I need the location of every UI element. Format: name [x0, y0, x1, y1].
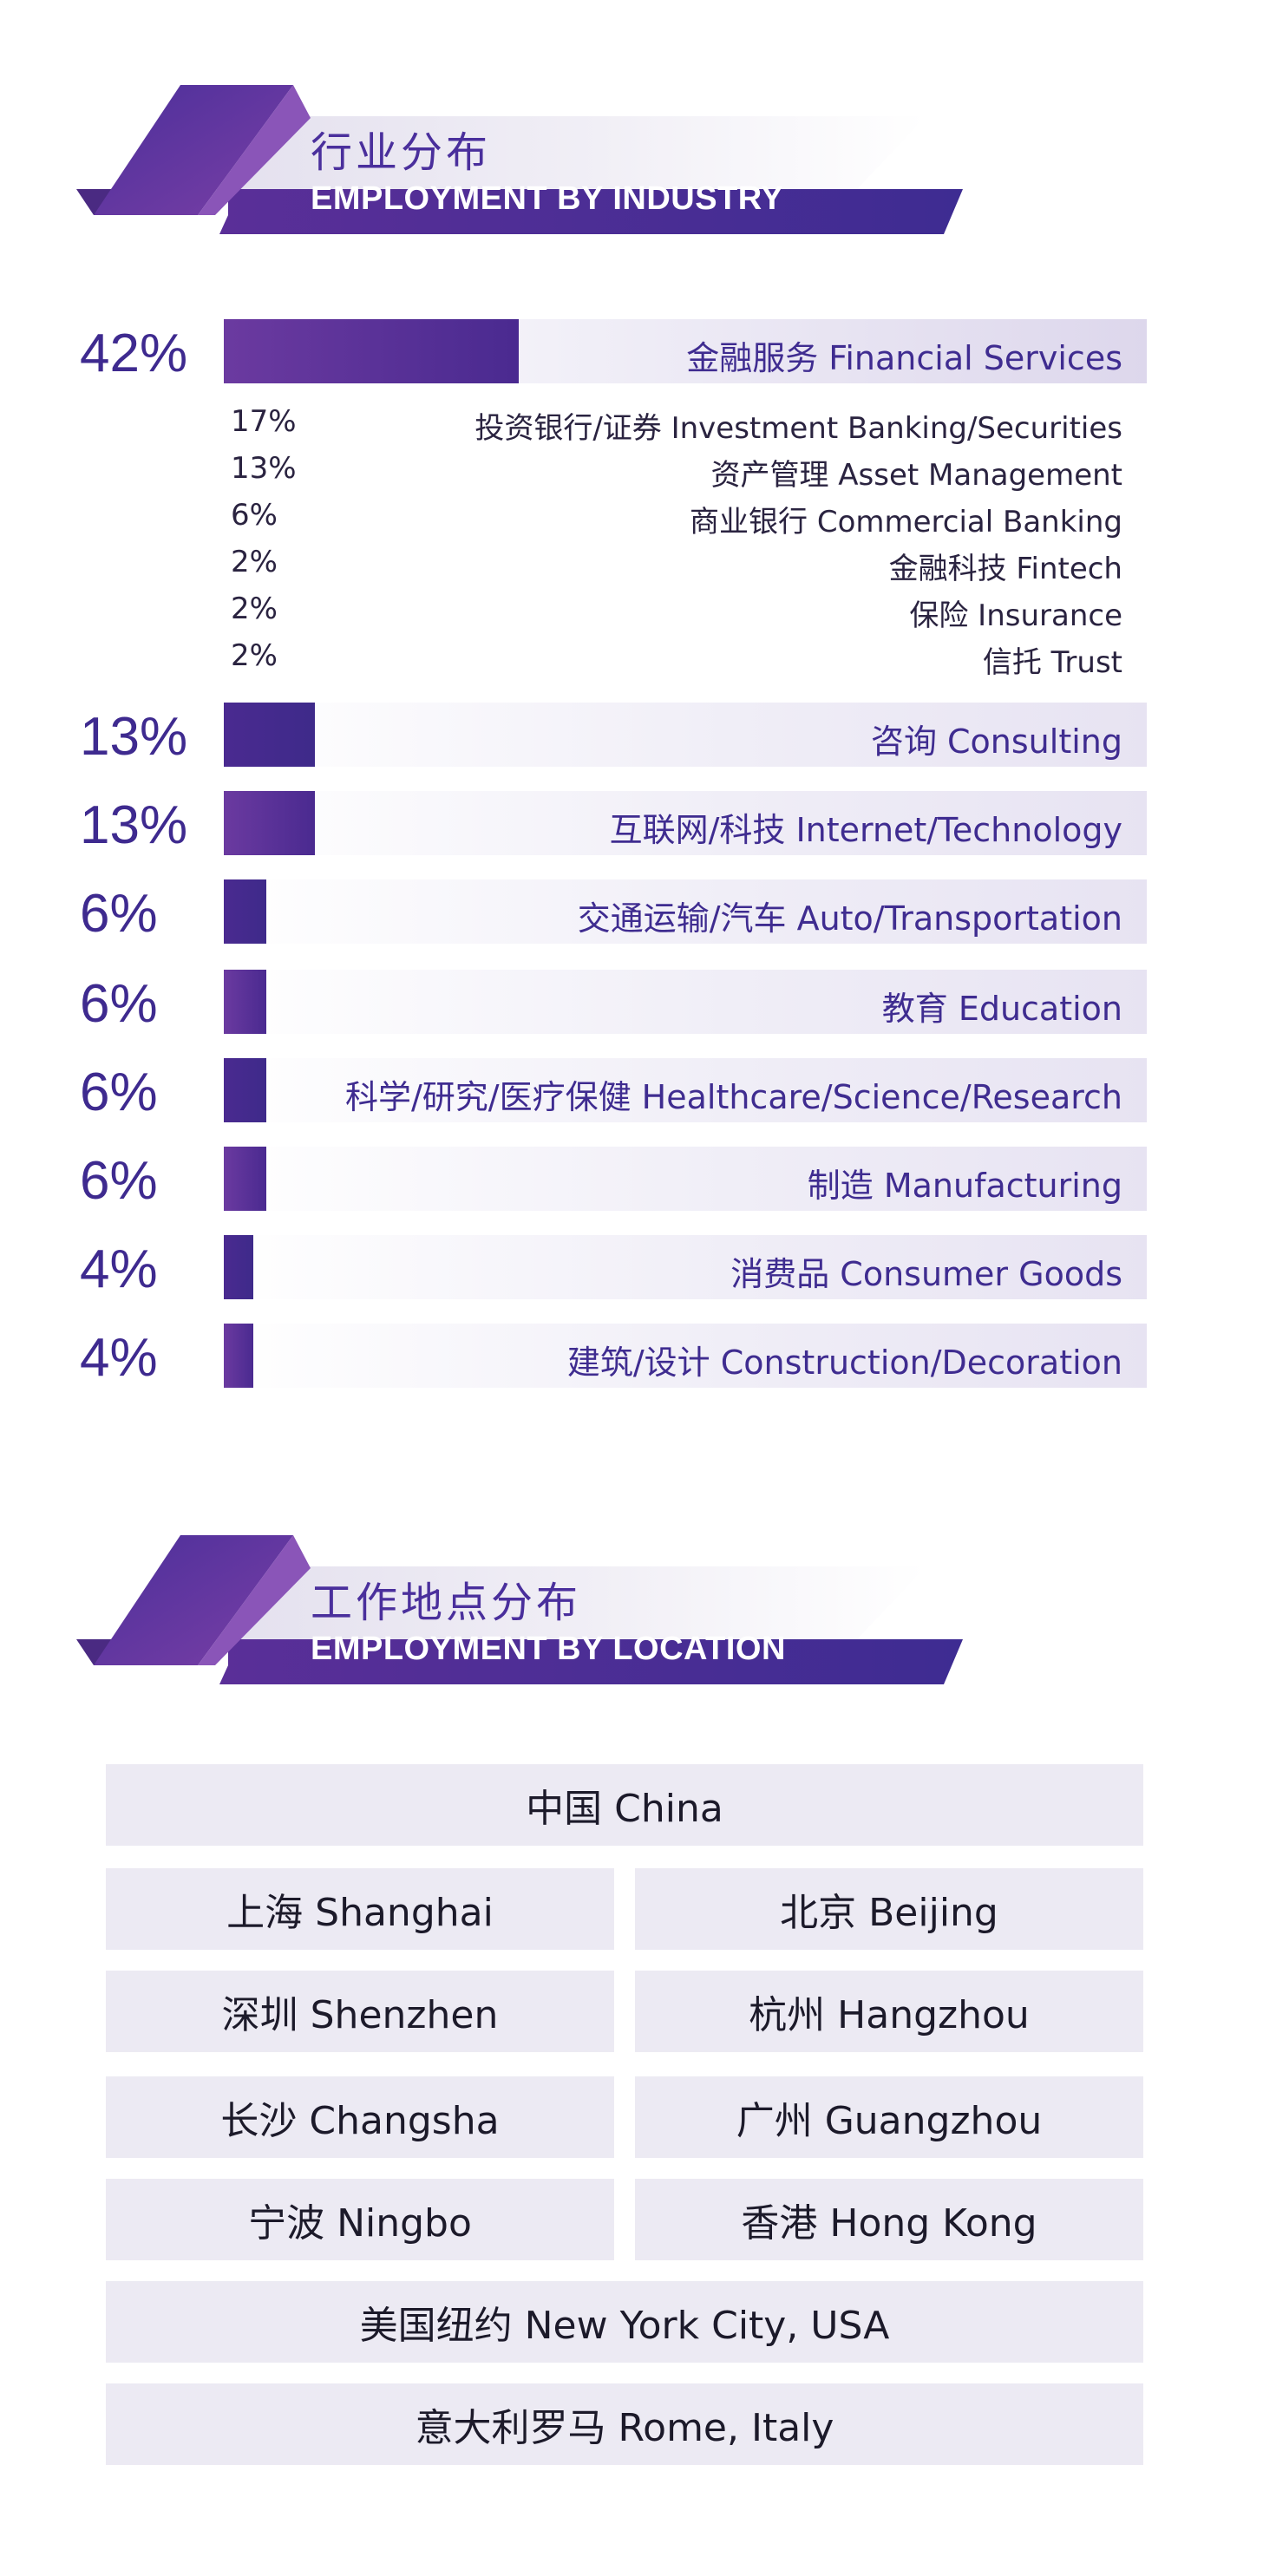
banner-graphic [76, 85, 963, 234]
industry-row: 13% 咨询 Consulting [0, 703, 1263, 767]
industry-row: 6% 科学/研究/医疗保健 Healthcare/Science/Research [0, 1058, 1263, 1122]
bar-track [224, 1147, 1147, 1211]
industry-bar [224, 970, 266, 1034]
location-shanghai: 上海 Shanghai [106, 1868, 614, 1950]
industry-row: 42% 金融服务 Financial Services [0, 319, 1263, 383]
industry-row: 6% 教育 Education [0, 970, 1263, 1034]
industry-bar [224, 1058, 266, 1122]
industry-label: 交通运输/汽车 Auto/Transportation [577, 899, 1122, 938]
industry-title-cn: 行业分布 [311, 128, 492, 177]
industry-row: 4% 建筑/设计 Construction/Decoration [0, 1324, 1263, 1388]
industry-row: 6% 制造 Manufacturing [0, 1147, 1263, 1211]
bar-track [224, 1324, 1147, 1388]
industry-percent: 42% [80, 324, 188, 383]
industry-banner: 行业分布 EMPLOYMENT BY INDUSTRY [76, 85, 978, 238]
location-hongkong: 香港 Hong Kong [635, 2179, 1143, 2260]
financial-subrow: 2% 保险 Insurance [0, 588, 1263, 633]
sub-label: 金融科技 Fintech [888, 552, 1122, 586]
industry-label: 教育 Education [881, 990, 1122, 1028]
location-title-en: EMPLOYMENT BY LOCATION [311, 1631, 786, 1667]
industry-percent: 6% [80, 884, 158, 944]
sub-label: 投资银行/证券 Investment Banking/Securities [474, 411, 1122, 446]
industry-bar [224, 319, 519, 383]
sub-percent: 13% [231, 451, 297, 486]
location-hangzhou: 杭州 Hangzhou [635, 1971, 1143, 2052]
industry-percent: 13% [80, 795, 188, 855]
industry-label: 科学/研究/医疗保健 Healthcare/Science/Research [344, 1078, 1122, 1116]
location-banner: 工作地点分布 EMPLOYMENT BY LOCATION [76, 1535, 978, 1688]
industry-label: 金融服务 Financial Services [686, 339, 1122, 377]
sub-label: 商业银行 Commercial Banking [690, 505, 1122, 539]
location-rome: 意大利罗马 Rome, Italy [106, 2383, 1143, 2465]
industry-row: 13% 互联网/科技 Internet/Technology [0, 791, 1263, 855]
industry-percent: 6% [80, 1062, 158, 1122]
sub-label: 保险 Insurance [909, 598, 1122, 633]
industry-row: 6% 交通运输/汽车 Auto/Transportation [0, 879, 1263, 944]
industry-label: 咨询 Consulting [870, 722, 1122, 761]
industry-bar [224, 1324, 253, 1388]
industry-title-en: EMPLOYMENT BY INDUSTRY [311, 180, 784, 217]
industry-percent: 6% [80, 974, 158, 1034]
industry-label: 互联网/科技 Internet/Technology [609, 811, 1122, 849]
industry-bar [224, 1235, 253, 1299]
sub-percent: 2% [231, 638, 278, 673]
bar-track [224, 970, 1147, 1034]
sub-percent: 17% [231, 404, 297, 439]
location-beijing: 北京 Beijing [635, 1868, 1143, 1950]
sub-percent: 2% [231, 545, 278, 579]
location-title-cn: 工作地点分布 [311, 1579, 582, 1627]
financial-subrow: 2% 信托 Trust [0, 635, 1263, 680]
industry-bar [224, 879, 266, 944]
location-ningbo: 宁波 Ningbo [106, 2179, 614, 2260]
industry-percent: 4% [80, 1328, 158, 1388]
sub-label: 信托 Trust [982, 645, 1122, 680]
bar-track [224, 791, 1147, 855]
industry-label: 制造 Manufacturing [807, 1167, 1122, 1205]
location-guangzhou: 广州 Guangzhou [635, 2076, 1143, 2158]
financial-subrow: 13% 资产管理 Asset Management [0, 448, 1263, 493]
bar-track [224, 879, 1147, 944]
location-newyork: 美国纽约 New York City, USA [106, 2281, 1143, 2363]
bar-track [224, 1235, 1147, 1299]
industry-bar [224, 1147, 266, 1211]
industry-label: 建筑/设计 Construction/Decoration [566, 1344, 1122, 1382]
banner-graphic [76, 1535, 963, 1684]
financial-subrow: 6% 商业银行 Commercial Banking [0, 494, 1263, 539]
industry-percent: 4% [80, 1239, 158, 1299]
industry-percent: 13% [80, 707, 188, 767]
industry-row: 4% 消费品 Consumer Goods [0, 1235, 1263, 1299]
industry-bar [224, 791, 315, 855]
location-shenzhen: 深圳 Shenzhen [106, 1971, 614, 2052]
bar-track [224, 703, 1147, 767]
financial-subrow: 2% 金融科技 Fintech [0, 541, 1263, 586]
sub-percent: 6% [231, 498, 278, 533]
financial-subrow: 17% 投资银行/证券 Investment Banking/Securities [0, 401, 1263, 446]
sub-percent: 2% [231, 592, 278, 626]
industry-bar [224, 703, 315, 767]
location-china: 中国 China [106, 1764, 1143, 1846]
bar-track [224, 1058, 1147, 1122]
industry-label: 消费品 Consumer Goods [730, 1255, 1122, 1293]
sub-label: 资产管理 Asset Management [710, 458, 1122, 493]
industry-percent: 6% [80, 1151, 158, 1211]
location-changsha: 长沙 Changsha [106, 2076, 614, 2158]
